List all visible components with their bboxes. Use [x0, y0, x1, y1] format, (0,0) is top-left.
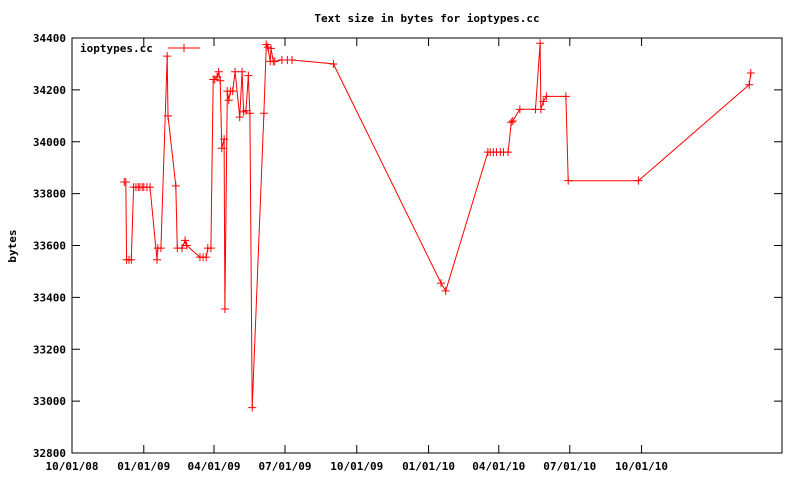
point-marker: [220, 135, 229, 144]
point-marker: [220, 305, 229, 314]
point-marker: [206, 244, 215, 253]
point-marker: [244, 71, 253, 80]
x-tick-label: 04/01/10: [472, 460, 525, 473]
point-marker: [507, 118, 516, 127]
point-marker: [259, 109, 268, 118]
point-marker: [127, 255, 136, 264]
x-tick-label: 01/01/10: [402, 460, 455, 473]
point-marker: [216, 76, 225, 85]
y-tick-label: 34200: [33, 84, 66, 97]
point-marker: [746, 69, 755, 78]
point-marker: [153, 255, 162, 264]
legend-marker: [180, 44, 188, 52]
point-marker: [539, 97, 548, 106]
point-marker: [288, 56, 297, 65]
point-marker: [235, 113, 244, 122]
point-marker: [217, 144, 226, 153]
point-marker: [441, 286, 450, 295]
point-marker: [270, 57, 279, 66]
point-marker: [515, 105, 524, 114]
point-marker: [634, 176, 643, 185]
point-marker: [437, 279, 446, 288]
legend-label: ioptypes.cc: [80, 42, 153, 55]
x-tick-label: 01/01/09: [117, 460, 170, 473]
point-marker: [156, 244, 165, 253]
x-tick-label: 10/01/09: [330, 460, 383, 473]
point-marker: [504, 148, 513, 157]
point-marker: [228, 87, 237, 96]
point-marker: [214, 67, 223, 76]
y-tick-label: 33600: [33, 240, 66, 253]
point-marker: [146, 183, 155, 192]
point-marker: [329, 59, 338, 68]
point-marker: [121, 177, 130, 186]
y-tick-label: 33000: [33, 395, 66, 408]
point-marker: [745, 80, 754, 89]
x-tick-label: 07/01/09: [259, 460, 312, 473]
point-marker: [248, 403, 257, 412]
point-marker: [536, 39, 545, 48]
point-marker: [163, 111, 172, 120]
point-marker: [542, 92, 551, 101]
point-marker: [224, 96, 233, 105]
point-marker: [561, 92, 570, 101]
y-tick-label: 32800: [33, 447, 66, 460]
y-tick-label: 33200: [33, 343, 66, 356]
point-marker: [171, 181, 180, 190]
point-marker: [163, 52, 172, 61]
x-tick-label: 10/01/08: [46, 460, 99, 473]
point-marker: [536, 105, 545, 114]
y-tick-label: 33800: [33, 188, 66, 201]
point-marker: [266, 44, 275, 53]
point-marker: [202, 253, 211, 262]
point-marker: [231, 67, 240, 76]
y-tick-label: 34000: [33, 136, 66, 149]
point-marker: [182, 241, 191, 250]
point-marker: [181, 236, 190, 245]
y-axis-label: bytes: [6, 229, 19, 262]
chart-title: Text size in bytes for ioptypes.cc: [314, 12, 539, 25]
x-tick-label: 07/01/10: [543, 460, 596, 473]
x-tick-label: 10/01/10: [615, 460, 668, 473]
y-tick-label: 34400: [33, 32, 66, 45]
point-marker: [238, 67, 247, 76]
x-tick-label: 04/01/09: [188, 460, 241, 473]
point-marker: [245, 109, 254, 118]
point-marker: [178, 244, 187, 253]
y-tick-label: 33400: [33, 291, 66, 304]
point-marker: [564, 176, 573, 185]
point-marker: [508, 117, 517, 125]
